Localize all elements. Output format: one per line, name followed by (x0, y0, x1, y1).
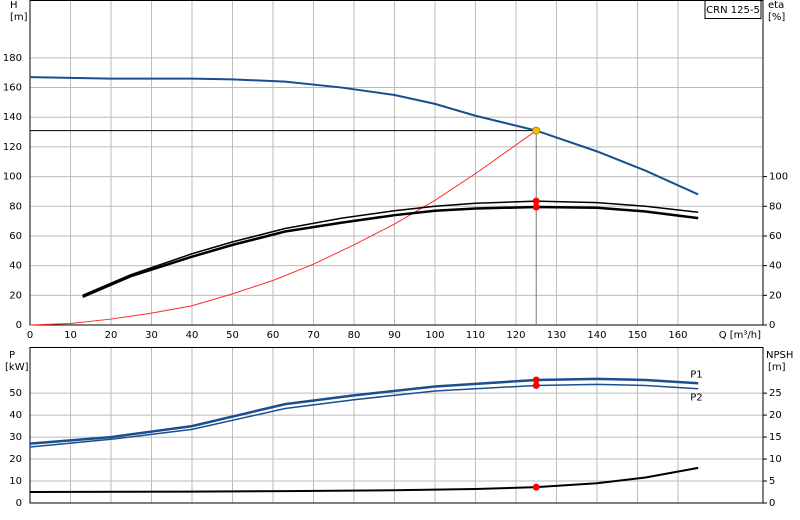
y2-tick-label: 5 (769, 476, 775, 487)
x-tick-label: 30 (145, 330, 158, 341)
y2-tick-label: 20 (769, 410, 782, 421)
y2-tick-label: 25 (769, 388, 782, 399)
legend-box (704, 0, 762, 19)
y-tick-label: 60 (9, 231, 22, 242)
marker (532, 483, 540, 491)
y2-tick-label: 0 (769, 498, 775, 509)
y-tick-label: 0 (16, 320, 22, 331)
y-tick-label: 50 (9, 388, 22, 399)
curve (29, 466, 699, 494)
x-tick-label: 90 (388, 330, 401, 341)
axis-label: P (9, 350, 15, 361)
x-tick-label: 70 (307, 330, 320, 341)
y-tick-label: 160 (3, 83, 22, 94)
x-tick-label: 10 (64, 330, 77, 341)
x-tick-label: 60 (267, 330, 280, 341)
axis-label: [m] (768, 362, 786, 373)
x-tick-label: 140 (587, 330, 606, 341)
y-tick-label: 100 (3, 172, 22, 183)
curve (82, 200, 699, 297)
y-tick-label: 10 (9, 476, 22, 487)
x-tick-label: 0 (27, 330, 33, 341)
series-label: P2 (690, 393, 702, 404)
legend-text: CRN 125-5 (706, 5, 760, 16)
series-label: P1 (690, 369, 702, 380)
axis-label: [kW] (5, 362, 29, 373)
y-tick-label: 120 (3, 142, 22, 153)
axis-label: [m] (10, 12, 28, 23)
y2-tick-label: 10 (769, 454, 782, 465)
x-tick-label: 50 (226, 330, 239, 341)
marker (532, 197, 540, 205)
curve (29, 130, 537, 326)
y2-tick-label: 20 (769, 290, 782, 301)
curve (29, 383, 699, 448)
y-tick-label: 20 (9, 454, 22, 465)
y-tick-label: 40 (9, 261, 22, 272)
axis-label: eta (768, 0, 784, 11)
curve (82, 205, 699, 298)
x-tick-label: 80 (348, 330, 361, 341)
y2-tick-label: 80 (769, 201, 782, 212)
x-tick-label: 160 (668, 330, 687, 341)
curve (29, 76, 699, 196)
x-axis-label: Q [m³/h] (719, 330, 761, 341)
y2-tick-label: 60 (769, 231, 782, 242)
y-tick-label: 20 (9, 290, 22, 301)
marker (532, 381, 540, 389)
x-tick-label: 40 (186, 330, 199, 341)
y-tick-label: 30 (9, 432, 22, 443)
y2-tick-label: 40 (769, 261, 782, 272)
y2-tick-label: 0 (769, 320, 775, 331)
x-tick-label: 100 (425, 330, 444, 341)
axis-label: [%] (768, 12, 785, 23)
y2-tick-label: 100 (769, 172, 788, 183)
x-tick-label: 120 (506, 330, 525, 341)
plot-frame (29, 347, 764, 504)
y-tick-label: 140 (3, 112, 22, 123)
x-tick-label: 110 (466, 330, 485, 341)
marker (532, 203, 540, 211)
y-tick-label: 80 (9, 201, 22, 212)
x-tick-label: 150 (628, 330, 647, 341)
y-tick-label: 180 (3, 53, 22, 64)
curve (29, 377, 699, 445)
plot-frame (29, 0, 764, 326)
axis-label: NPSH (766, 350, 793, 361)
marker (532, 126, 541, 135)
y-tick-label: 40 (9, 410, 22, 421)
x-tick-label: 20 (105, 330, 118, 341)
x-tick-label: 130 (547, 330, 566, 341)
axis-label: H (10, 0, 18, 11)
y2-tick-label: 15 (769, 432, 782, 443)
y-tick-label: 0 (16, 498, 22, 509)
marker (532, 376, 540, 384)
